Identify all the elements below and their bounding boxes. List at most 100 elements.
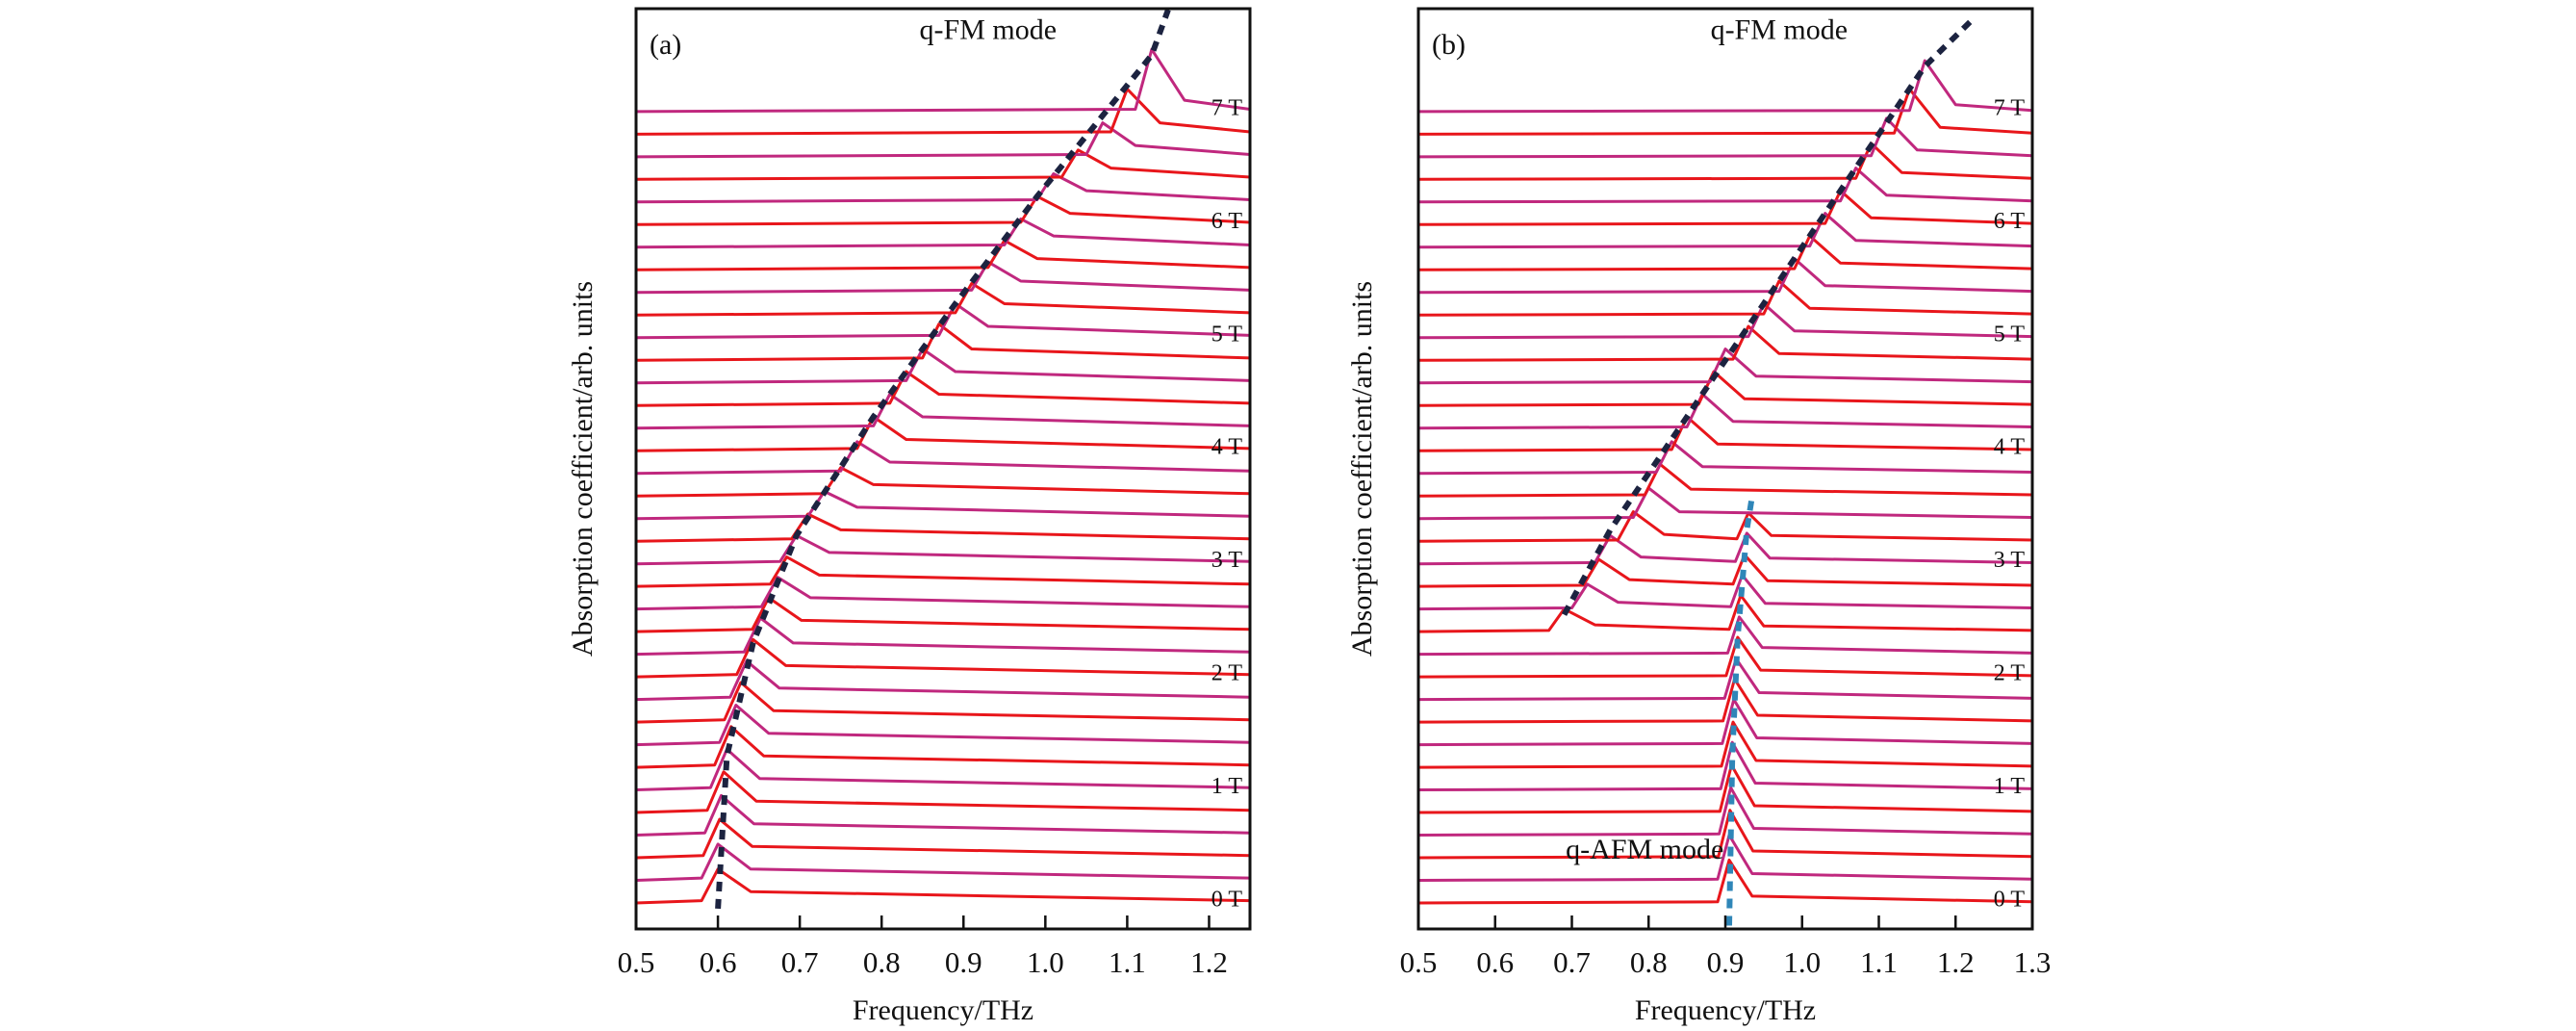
x-tick-label: 1.1 bbox=[1860, 945, 1898, 979]
x-tick-label: 1.0 bbox=[1783, 945, 1821, 979]
spectrum-trace bbox=[635, 637, 1251, 679]
spectrum-trace bbox=[635, 440, 1251, 476]
spectrum-trace bbox=[1417, 635, 2033, 679]
spectrum-trace bbox=[635, 121, 1251, 159]
spectrum-trace bbox=[1417, 858, 2033, 905]
spectrum-trace bbox=[635, 659, 1251, 702]
field-label: 4 T bbox=[1211, 435, 1243, 460]
x-tick-label: 1.3 bbox=[2014, 945, 2052, 979]
spectrum-trace bbox=[1417, 462, 2033, 498]
spectrum-trace bbox=[635, 681, 1251, 724]
x-tick-label: 0.6 bbox=[700, 945, 737, 979]
spectrum-trace bbox=[635, 466, 1251, 498]
x-tick-label: 0.5 bbox=[618, 945, 655, 979]
spectrum-trace bbox=[1417, 234, 2033, 271]
spectrum-trace bbox=[635, 217, 1251, 249]
spectrum-trace bbox=[1417, 553, 2033, 588]
spectrum-trace bbox=[635, 172, 1251, 204]
spectrum-trace bbox=[1417, 257, 2033, 295]
spectrum-trace bbox=[1417, 594, 2033, 633]
spectrum-trace bbox=[1417, 324, 2033, 362]
spectrum-trace bbox=[1417, 415, 2033, 452]
spectrum-trace bbox=[635, 704, 1251, 747]
spectrum-trace bbox=[635, 370, 1251, 407]
y-axis-title: Absorption coefficient/arb. units bbox=[567, 281, 599, 657]
spectrum-trace bbox=[635, 867, 1251, 905]
mode-line bbox=[715, 9, 1171, 910]
mode-label: q-FM mode bbox=[1711, 14, 1849, 46]
field-label: 2 T bbox=[1994, 661, 2026, 686]
spectrum-trace bbox=[1417, 440, 2033, 476]
spectrum-trace bbox=[1417, 59, 2033, 114]
x-tick-label: 0.6 bbox=[1476, 945, 1514, 979]
spectrum-trace bbox=[1417, 573, 2033, 611]
field-label: 5 T bbox=[1211, 322, 1243, 347]
spectrum-trace bbox=[1417, 531, 2033, 566]
spectrum-trace bbox=[1417, 212, 2033, 249]
field-label: 1 T bbox=[1994, 774, 2026, 799]
spectrum-trace bbox=[1417, 302, 2033, 340]
plot-frame bbox=[634, 7, 1252, 931]
spectrum-trace bbox=[635, 793, 1251, 837]
panel-label: (a) bbox=[650, 29, 681, 61]
mode-line bbox=[1726, 495, 1755, 926]
spectrum-trace bbox=[1417, 167, 2033, 204]
field-label: 0 T bbox=[1994, 887, 2026, 912]
spectrum-trace bbox=[635, 842, 1251, 882]
field-label: 0 T bbox=[1211, 887, 1243, 912]
spectrum-trace bbox=[1417, 720, 2033, 769]
field-label: 7 T bbox=[1994, 95, 2026, 120]
x-tick-label: 0.9 bbox=[1707, 945, 1745, 979]
field-label: 6 T bbox=[1994, 209, 2026, 234]
field-label: 5 T bbox=[1994, 322, 2026, 347]
field-label: 2 T bbox=[1211, 661, 1243, 686]
spectrum-trace bbox=[1417, 786, 2033, 837]
x-tick-label: 0.7 bbox=[1553, 945, 1591, 979]
spectrum-trace bbox=[635, 393, 1251, 430]
field-label: 7 T bbox=[1211, 95, 1243, 120]
x-axis-title: Frequency/THz bbox=[853, 994, 1033, 1026]
x-tick-label: 0.7 bbox=[781, 945, 819, 979]
spectrum-trace bbox=[1417, 615, 2033, 657]
panel-label: (b) bbox=[1432, 29, 1466, 61]
spectrum-trace bbox=[1417, 116, 2033, 159]
mode-label: q-AFM mode bbox=[1566, 834, 1723, 865]
spectrum-trace bbox=[635, 148, 1251, 181]
x-tick-label: 0.5 bbox=[1400, 945, 1438, 979]
field-label: 4 T bbox=[1994, 435, 2026, 460]
x-axis-title: Frequency/THz bbox=[1635, 994, 1816, 1026]
mode-label: q-FM mode bbox=[920, 14, 1058, 46]
spectrum-trace bbox=[1417, 348, 2033, 385]
spectrum-trace bbox=[1417, 189, 2033, 226]
spectrum-trace bbox=[635, 596, 1251, 633]
spectrum-trace bbox=[635, 576, 1251, 611]
field-label: 3 T bbox=[1994, 548, 2026, 573]
spectrum-trace bbox=[1417, 657, 2033, 702]
spectrum-trace bbox=[1417, 279, 2033, 317]
mode-line bbox=[1561, 18, 1974, 616]
spectrum-trace bbox=[1417, 510, 2033, 543]
spectrum-trace bbox=[1417, 677, 2033, 724]
spectrum-trace bbox=[1417, 809, 2033, 860]
spectrum-trace bbox=[1417, 393, 2033, 430]
spectrum-trace bbox=[635, 281, 1251, 317]
spectrum-trace bbox=[635, 47, 1251, 114]
field-label: 1 T bbox=[1211, 774, 1243, 799]
spectrum-trace bbox=[635, 555, 1251, 588]
x-tick-label: 1.2 bbox=[1937, 945, 1975, 979]
spectrum-trace bbox=[635, 322, 1251, 362]
spectrum-trace bbox=[1417, 142, 2033, 181]
x-tick-label: 0.8 bbox=[863, 945, 901, 979]
field-label: 3 T bbox=[1211, 548, 1243, 573]
spectrum-trace bbox=[1417, 370, 2033, 407]
spectrum-trace bbox=[1417, 740, 2033, 791]
y-axis-title: Absorption coefficient/arb. units bbox=[1346, 281, 1378, 657]
x-tick-label: 1.2 bbox=[1190, 945, 1228, 979]
x-tick-label: 0.9 bbox=[945, 945, 982, 979]
spectrum-trace bbox=[635, 817, 1251, 860]
spectrum-trace bbox=[635, 770, 1251, 814]
field-label: 6 T bbox=[1211, 209, 1243, 234]
x-tick-label: 1.0 bbox=[1027, 945, 1064, 979]
x-tick-label: 0.8 bbox=[1630, 945, 1668, 979]
